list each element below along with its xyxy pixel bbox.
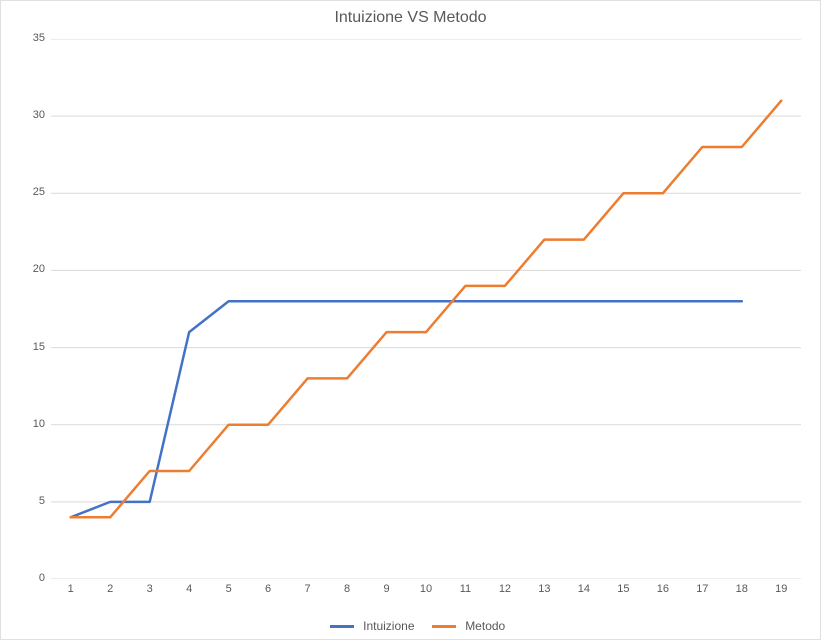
x-tick-label: 3 <box>130 583 169 595</box>
x-tick-label: 17 <box>683 583 722 595</box>
legend-label-intuizione: Intuizione <box>363 619 414 633</box>
x-tick-label: 10 <box>406 583 445 595</box>
y-tick-label: 20 <box>1 263 45 275</box>
x-tick-label: 16 <box>643 583 682 595</box>
x-tick-label: 8 <box>327 583 366 595</box>
y-tick-label: 30 <box>1 109 45 121</box>
chart-title: Intuizione VS Metodo <box>1 9 820 27</box>
plot-area <box>51 39 801 579</box>
x-tick-label: 2 <box>90 583 129 595</box>
x-tick-label: 14 <box>564 583 603 595</box>
x-tick-label: 11 <box>446 583 485 595</box>
legend-swatch-intuizione <box>330 625 354 628</box>
x-tick-label: 18 <box>722 583 761 595</box>
x-tick-label: 9 <box>367 583 406 595</box>
x-tick-label: 7 <box>288 583 327 595</box>
x-tick-label: 6 <box>248 583 287 595</box>
y-tick-label: 10 <box>1 418 45 430</box>
y-tick-label: 25 <box>1 186 45 198</box>
y-tick-label: 5 <box>1 495 45 507</box>
legend: Intuizione Metodo <box>1 618 820 633</box>
x-tick-label: 5 <box>209 583 248 595</box>
y-tick-label: 35 <box>1 32 45 44</box>
x-tick-label: 1 <box>51 583 90 595</box>
legend-swatch-metodo <box>432 625 456 628</box>
x-tick-label: 15 <box>604 583 643 595</box>
y-tick-label: 15 <box>1 341 45 353</box>
y-tick-label: 0 <box>1 572 45 584</box>
x-tick-label: 13 <box>525 583 564 595</box>
x-tick-label: 4 <box>169 583 208 595</box>
legend-label-metodo: Metodo <box>465 619 505 633</box>
line-chart: Intuizione VS Metodo 05101520253035 1234… <box>0 0 821 640</box>
x-tick-label: 12 <box>485 583 524 595</box>
x-tick-label: 19 <box>762 583 801 595</box>
